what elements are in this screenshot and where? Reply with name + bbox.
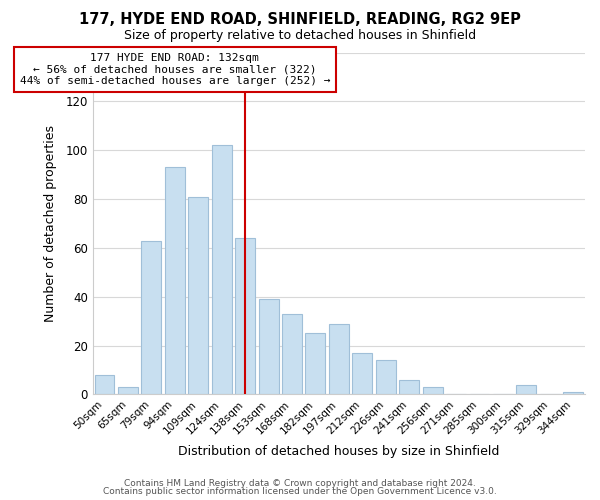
Text: Contains HM Land Registry data © Crown copyright and database right 2024.: Contains HM Land Registry data © Crown c… [124,478,476,488]
Bar [235,238,255,394]
Bar [305,334,325,394]
Bar [95,375,115,394]
Bar [376,360,396,394]
Bar [188,196,208,394]
Bar [352,353,372,395]
Bar [329,324,349,394]
Text: Size of property relative to detached houses in Shinfield: Size of property relative to detached ho… [124,29,476,42]
Bar [422,387,443,394]
Y-axis label: Number of detached properties: Number of detached properties [44,125,57,322]
Bar [282,314,302,394]
Bar [212,146,232,394]
Text: Contains public sector information licensed under the Open Government Licence v3: Contains public sector information licen… [103,487,497,496]
X-axis label: Distribution of detached houses by size in Shinfield: Distribution of detached houses by size … [178,444,500,458]
Bar [259,299,278,394]
Bar [142,240,161,394]
Text: 177 HYDE END ROAD: 132sqm
← 56% of detached houses are smaller (322)
44% of semi: 177 HYDE END ROAD: 132sqm ← 56% of detac… [20,53,330,86]
Text: 177, HYDE END ROAD, SHINFIELD, READING, RG2 9EP: 177, HYDE END ROAD, SHINFIELD, READING, … [79,12,521,28]
Bar [563,392,583,394]
Bar [118,387,138,394]
Bar [517,384,536,394]
Bar [399,380,419,394]
Bar [165,168,185,394]
